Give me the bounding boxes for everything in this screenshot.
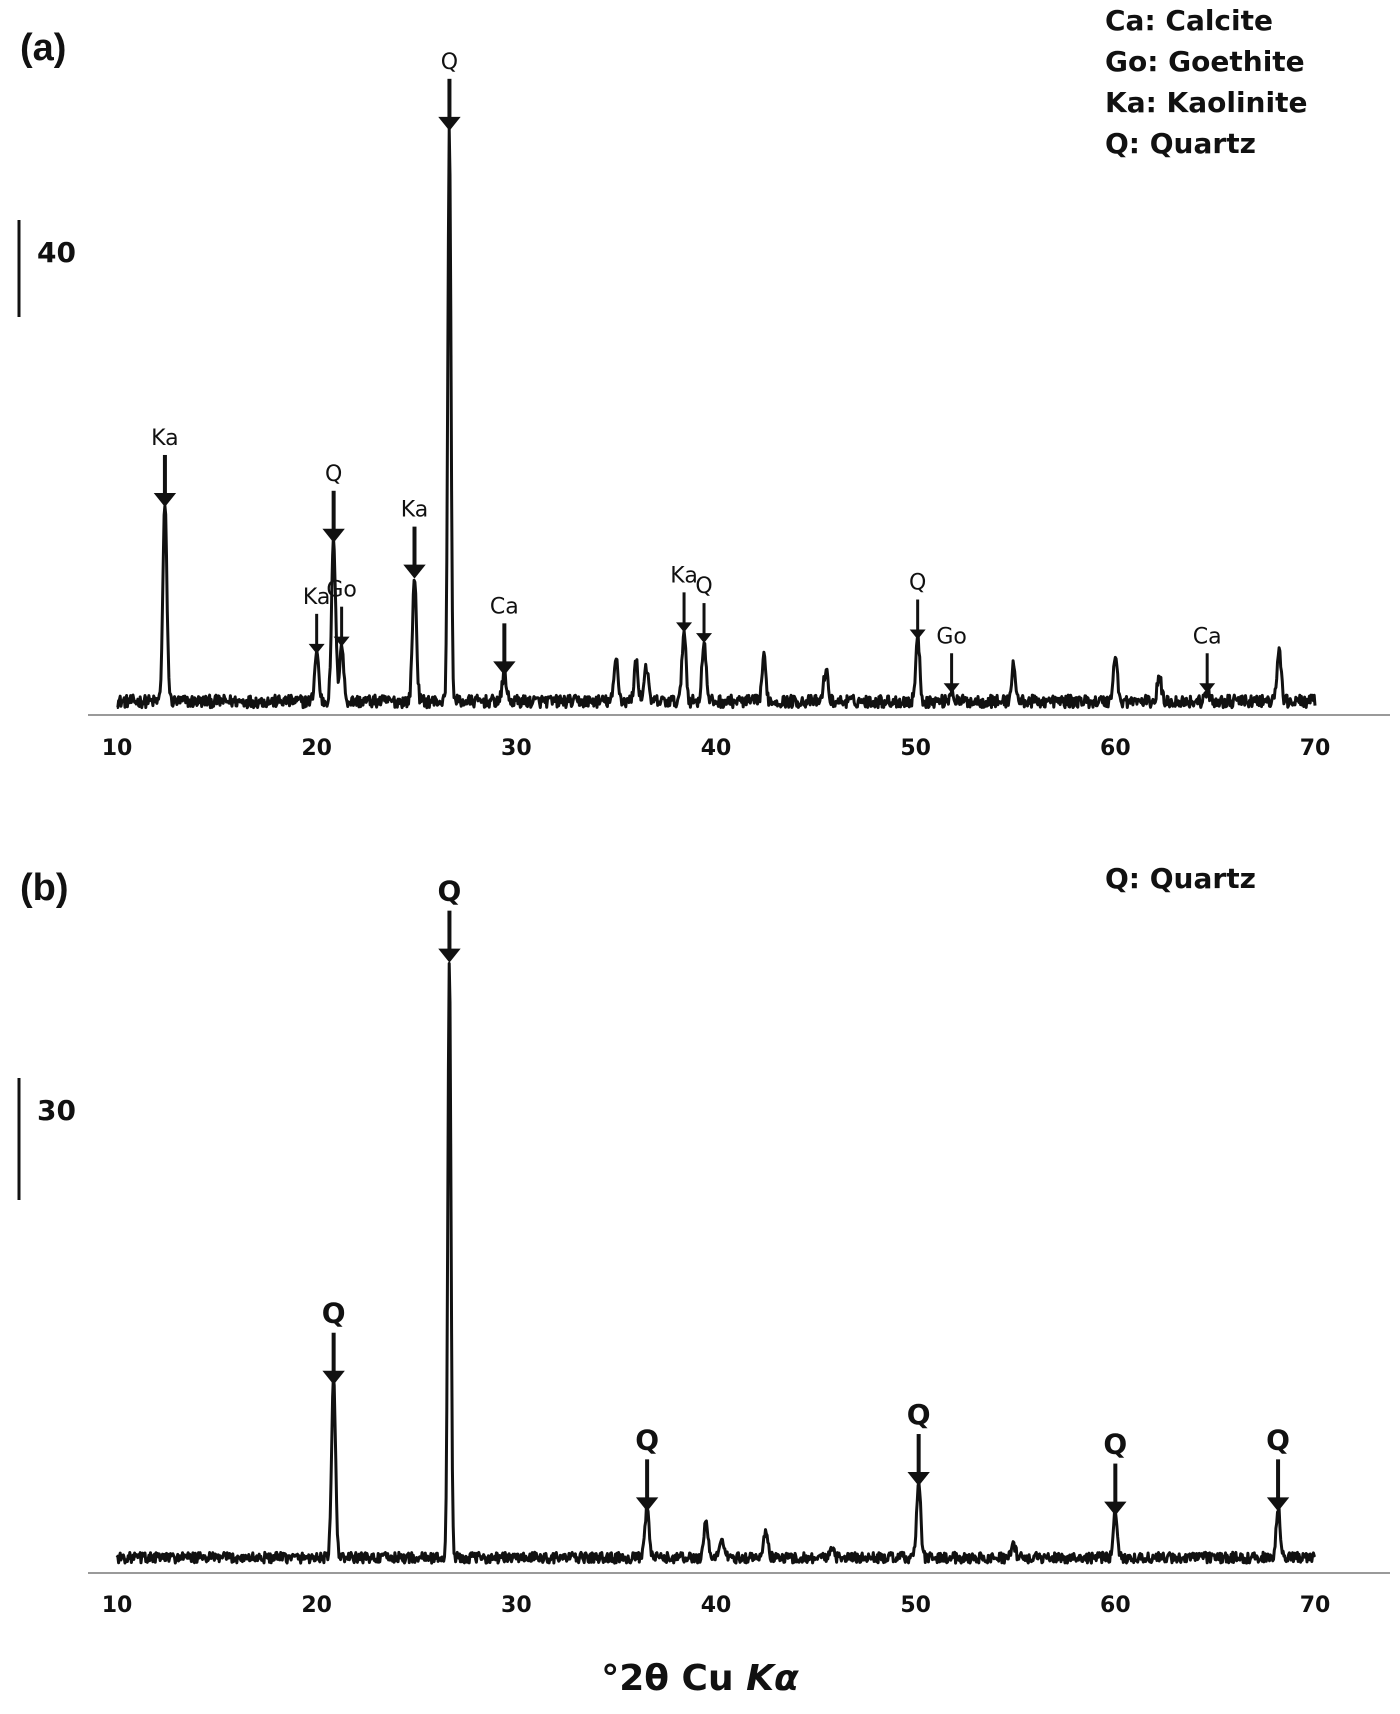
peak-label: Ka	[151, 426, 179, 451]
peak-arrow-head	[907, 1472, 930, 1487]
x-tick-label: 50	[900, 1593, 931, 1618]
diffraction-trace	[116, 127, 1317, 710]
panel-b: (b) Q: Quartz 30 10 20 30 40 50 60 70 Q Q Q Q Q Q	[17, 862, 1390, 1618]
x-axis-label: °2θ Cu Kα	[601, 1658, 799, 1699]
x-tick-label: 60	[1100, 736, 1131, 761]
x-axis-label-italic: Kα	[746, 1658, 799, 1699]
peak-label: Ka	[670, 563, 698, 588]
peak-arrow-head	[493, 661, 516, 676]
x-tick-label: 30	[501, 736, 532, 761]
peak-label: Ka	[303, 585, 331, 610]
peak-arrow-head	[635, 1497, 659, 1512]
peak-label: Q	[322, 1297, 346, 1330]
peak-arrow-head	[943, 683, 960, 694]
peak-arrow-head	[153, 492, 177, 507]
panel-a: (a) Ca: Calcite Go: Goethite Ka: Kaolinite Q…	[17, 4, 1390, 761]
peak-label: Q	[438, 875, 462, 908]
peak-label: Q	[695, 574, 712, 599]
diffraction-trace	[115, 962, 1317, 1565]
peak-label: Q	[441, 50, 458, 75]
peak-label: Go	[936, 624, 967, 649]
x-tick-label: 60	[1100, 1593, 1131, 1618]
legend-entry: Ca: Calcite	[1105, 4, 1273, 37]
panel-label: (b)	[20, 867, 69, 909]
x-tick-label: 70	[1300, 1593, 1331, 1618]
peak-label: Ca	[490, 594, 519, 619]
peak-arrow-head	[909, 629, 926, 640]
x-tick-label: 30	[501, 1593, 532, 1618]
peak-arrow-head	[308, 643, 325, 654]
peak-arrow-head	[1199, 683, 1216, 694]
x-axis-label-main: °2θ Cu	[601, 1658, 746, 1699]
peak-label: Q	[907, 1398, 931, 1431]
scale-bar-label: 30	[37, 1094, 76, 1127]
peak-arrow-head	[322, 1370, 345, 1385]
peak-arrow-head	[1104, 1501, 1127, 1516]
peak-arrow-head	[1266, 1497, 1290, 1512]
x-tick-label: 40	[701, 1593, 732, 1618]
peak-label: Q	[325, 462, 342, 487]
x-tick-label: 10	[102, 1593, 133, 1618]
panel-label: (a)	[20, 27, 66, 69]
peak-label: Ca	[1193, 624, 1222, 649]
x-tick-label: 50	[900, 736, 931, 761]
scale-bar-label: 40	[37, 236, 76, 269]
peak-arrow-head	[676, 622, 693, 633]
legend-entry: Q: Quartz	[1105, 127, 1256, 160]
x-tick-label: 20	[301, 736, 332, 761]
peak-arrow-head	[333, 636, 350, 647]
peak-label: Q	[909, 571, 926, 596]
peak-arrow-head	[322, 528, 345, 543]
peak-arrow-head	[438, 116, 461, 131]
legend-entry: Ka: Kaolinite	[1105, 86, 1307, 119]
peak-label: Q	[1266, 1423, 1290, 1456]
x-tick-label: 10	[102, 736, 133, 761]
peak-label: Go	[326, 578, 357, 603]
peak-arrow-head	[696, 633, 713, 644]
peak-arrow-head	[438, 948, 461, 963]
peak-label: Q	[635, 1423, 659, 1456]
x-tick-label: 70	[1300, 736, 1331, 761]
x-tick-label: 20	[301, 1593, 332, 1618]
legend-entry: Q: Quartz	[1105, 862, 1256, 895]
peak-arrow-head	[403, 564, 426, 579]
peak-label: Ka	[401, 498, 429, 523]
peak-label: Q	[1103, 1428, 1127, 1461]
legend-entry: Go: Goethite	[1105, 45, 1305, 78]
x-tick-label: 40	[701, 736, 732, 761]
